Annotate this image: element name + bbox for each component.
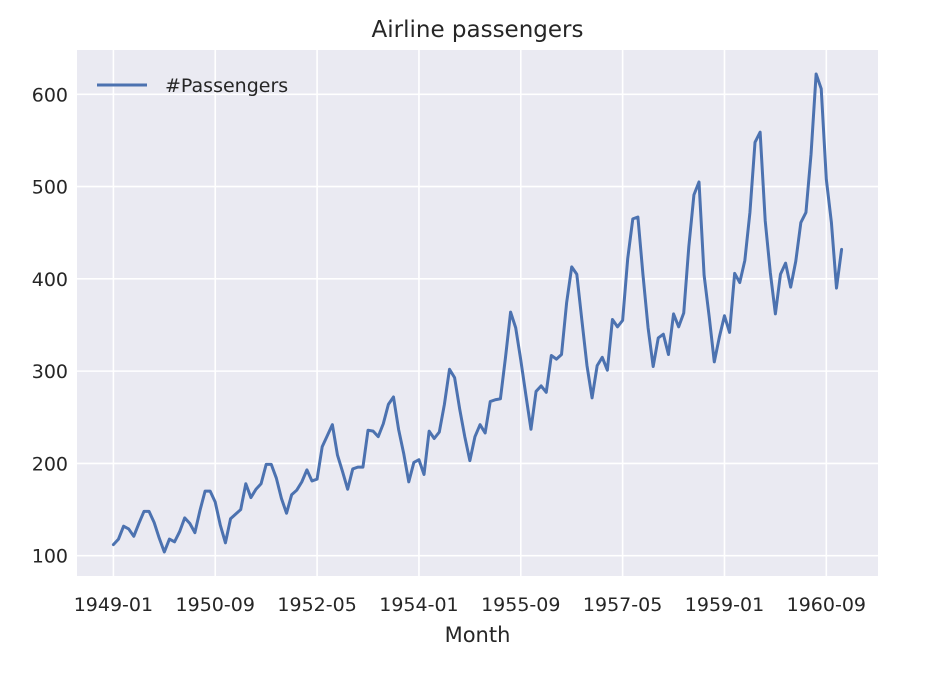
x-tick-label-1954-01: 1954-01	[379, 594, 458, 616]
tick-labels: 100 200 300 400 500 600 1949-01 1950-09 1952-05 1…	[32, 84, 866, 616]
x-axis-title: Month	[445, 623, 511, 647]
x-tick-label-1957-05: 1957-05	[583, 594, 662, 616]
x-tick-label-1955-09: 1955-09	[481, 594, 560, 616]
legend-label-passengers: #Passengers	[165, 75, 288, 97]
y-tick-label-300: 300	[32, 361, 68, 383]
grid-lines	[77, 50, 878, 576]
y-tick-label-400: 400	[32, 269, 68, 291]
x-tick-label-1959-01: 1959-01	[685, 594, 764, 616]
y-tick-label-600: 600	[32, 84, 68, 106]
x-tick-label-1952-05: 1952-05	[277, 594, 356, 616]
x-tick-label-1950-09: 1950-09	[176, 594, 255, 616]
legend: #Passengers	[97, 75, 288, 97]
y-tick-label-100: 100	[32, 546, 68, 568]
x-tick-label-1949-01: 1949-01	[74, 594, 153, 616]
chart-title: Airline passengers	[372, 17, 584, 43]
plot-area	[77, 50, 878, 576]
y-tick-label-200: 200	[32, 453, 68, 475]
series-line-passengers	[111, 72, 844, 554]
x-tick-label-1960-09: 1960-09	[787, 594, 866, 616]
y-tick-label-500: 500	[32, 177, 68, 199]
